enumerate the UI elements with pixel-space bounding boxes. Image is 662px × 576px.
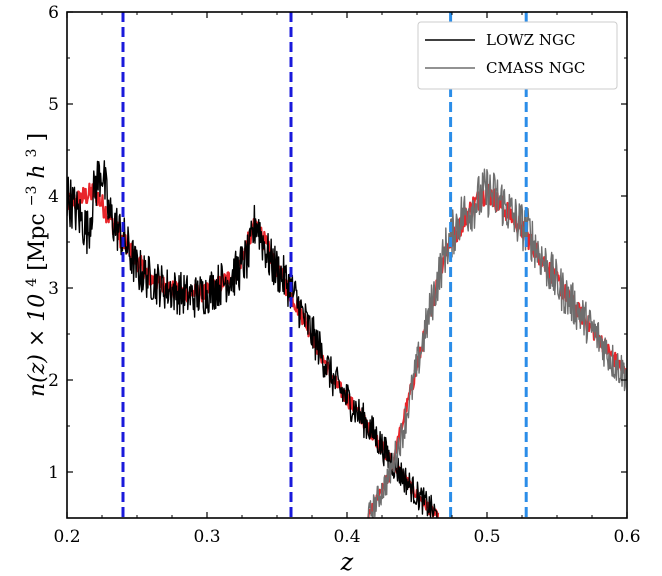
- y-axis-label-sup1: 4: [24, 278, 40, 287]
- series-line-1: [367, 168, 627, 518]
- y-axis-label-main: n(z) × 10: [25, 294, 50, 397]
- y-tick-label-5: 6: [48, 3, 59, 23]
- y-axis-label-sup2: −3: [24, 186, 40, 207]
- x-tick-label-3: 0.5: [473, 527, 500, 547]
- series-line-3: [367, 183, 627, 518]
- legend-label-cmass: CMASS NGC: [486, 59, 585, 77]
- x-axis-label: z: [340, 548, 354, 576]
- x-tick-label-1: 0.3: [193, 527, 220, 547]
- legend-label-lowz: LOWZ NGC: [486, 31, 575, 49]
- x-tick-label-2: 0.4: [333, 527, 360, 547]
- x-tick-label-4: 0.6: [613, 527, 640, 547]
- y-tick-label-1: 2: [48, 371, 59, 391]
- y-tick-label-2: 3: [48, 279, 59, 299]
- vline-layer: [121, 12, 528, 518]
- y-tick-label-0: 1: [48, 463, 59, 483]
- legend: LOWZ NGC CMASS NGC: [417, 21, 618, 90]
- y-tick-label-3: 4: [48, 187, 59, 207]
- y-axis-label-unit-close: ]: [25, 133, 50, 142]
- tick-layer: 0.2 0.3 0.4 0.5 0.6 1 2 3 4 5 6: [48, 3, 640, 547]
- y-axis-label-h: h: [25, 164, 50, 178]
- y-tick-label-4: 5: [48, 95, 59, 115]
- y-axis-label-sup3: 3: [24, 149, 40, 158]
- y-axis-label: n(z) × 10 4 [Mpc −3 h 3 ]: [24, 133, 50, 397]
- svg-text:n(z) × 10 4 [Mpc: n(z) × 10 4 [Mpc −3 h 3 ]: [24, 133, 50, 397]
- y-axis-label-unit-open: [Mpc: [25, 213, 50, 271]
- legend-box: [417, 21, 618, 90]
- x-tick-label-0: 0.2: [53, 527, 80, 547]
- series-line-0: [67, 160, 438, 518]
- data-layer: [67, 160, 627, 518]
